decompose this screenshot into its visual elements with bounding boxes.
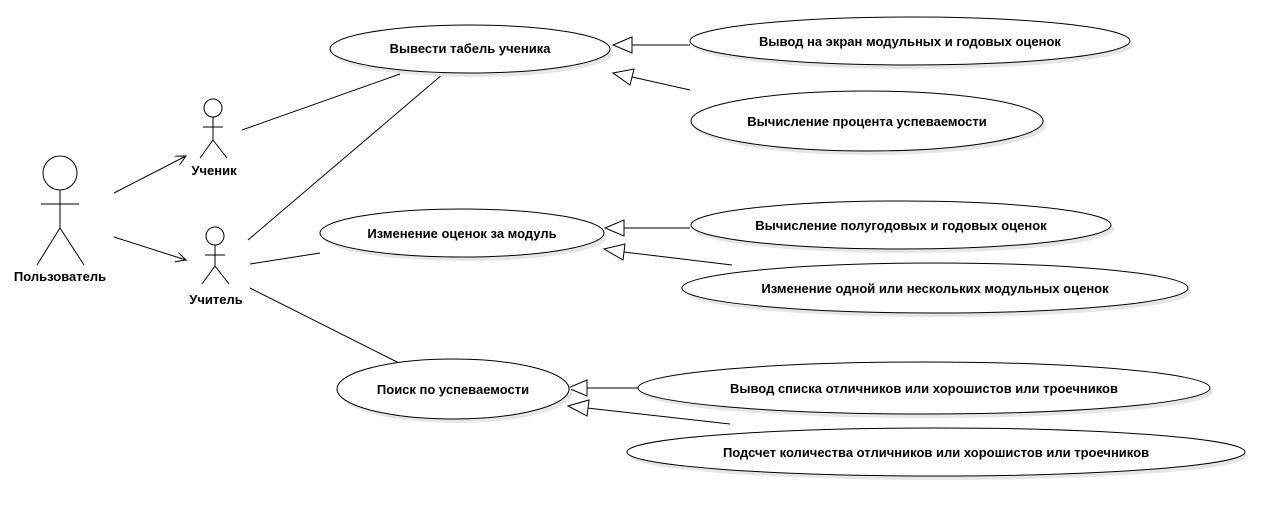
use-case-count-students-label: Подсчет количества отличников или хороши…	[723, 445, 1149, 460]
actor-student: Ученик	[191, 98, 237, 178]
use-case-list-students-label: Вывод списка отличников или хорошистов и…	[730, 381, 1118, 396]
use-case-calc-percent-label: Вычисление процента успеваемости	[747, 114, 986, 129]
extend-show-grades	[611, 36, 690, 54]
use-case-show-report-label: Вывести табель ученика	[390, 41, 552, 56]
association-teacher-change	[249, 252, 321, 265]
use-case-count-students: Подсчет количества отличников или хороши…	[626, 427, 1248, 480]
use-case-change-module-label: Изменение одной или нескольких модульных…	[761, 281, 1109, 296]
use-case-change-grades: Изменение оценок за модуль	[319, 208, 607, 261]
extend-calc-half-year	[603, 219, 690, 237]
use-case-change-module: Изменение одной или нескольких модульных…	[681, 262, 1191, 317]
extend-list-students	[566, 379, 641, 397]
actor-student-label: Ученик	[191, 163, 237, 178]
use-case-calc-half-year: Вычисление полугодовых и годовых оценок	[690, 200, 1114, 253]
actor-teacher-label: Учитель	[189, 292, 242, 307]
generalization-user-student	[113, 156, 186, 194]
use-case-show-grades: Вывод на экран модульных и годовых оцено…	[689, 16, 1133, 69]
association-student-report	[241, 73, 401, 131]
use-case-calc-half-year-label: Вычисление полугодовых и годовых оценок	[755, 218, 1047, 233]
association-teacher-report	[247, 73, 444, 241]
association-teacher-search	[249, 287, 400, 364]
generalization-user-teacher	[113, 236, 186, 260]
use-case-show-report: Вывести табель ученика	[329, 24, 613, 77]
extend-calc-percent	[611, 68, 691, 91]
use-case-show-grades-label: Вывод на экран модульных и годовых оцено…	[759, 34, 1061, 49]
actor-user-label: Пользователь	[14, 269, 106, 284]
use-case-list-students: Вывод списка отличников или хорошистов и…	[637, 361, 1213, 418]
use-case-search-label: Поиск по успеваемости	[377, 382, 529, 397]
actor-teacher: Учитель	[189, 226, 243, 307]
use-case-calc-percent: Вычисление процента успеваемости	[690, 90, 1046, 155]
extend-change-module	[602, 243, 733, 266]
actor-user: Пользователь	[14, 155, 106, 284]
use-case-search: Поиск по успеваемости	[336, 358, 572, 423]
use-case-change-grades-label: Изменение оценок за модуль	[367, 226, 556, 241]
extend-count-students	[566, 399, 731, 425]
